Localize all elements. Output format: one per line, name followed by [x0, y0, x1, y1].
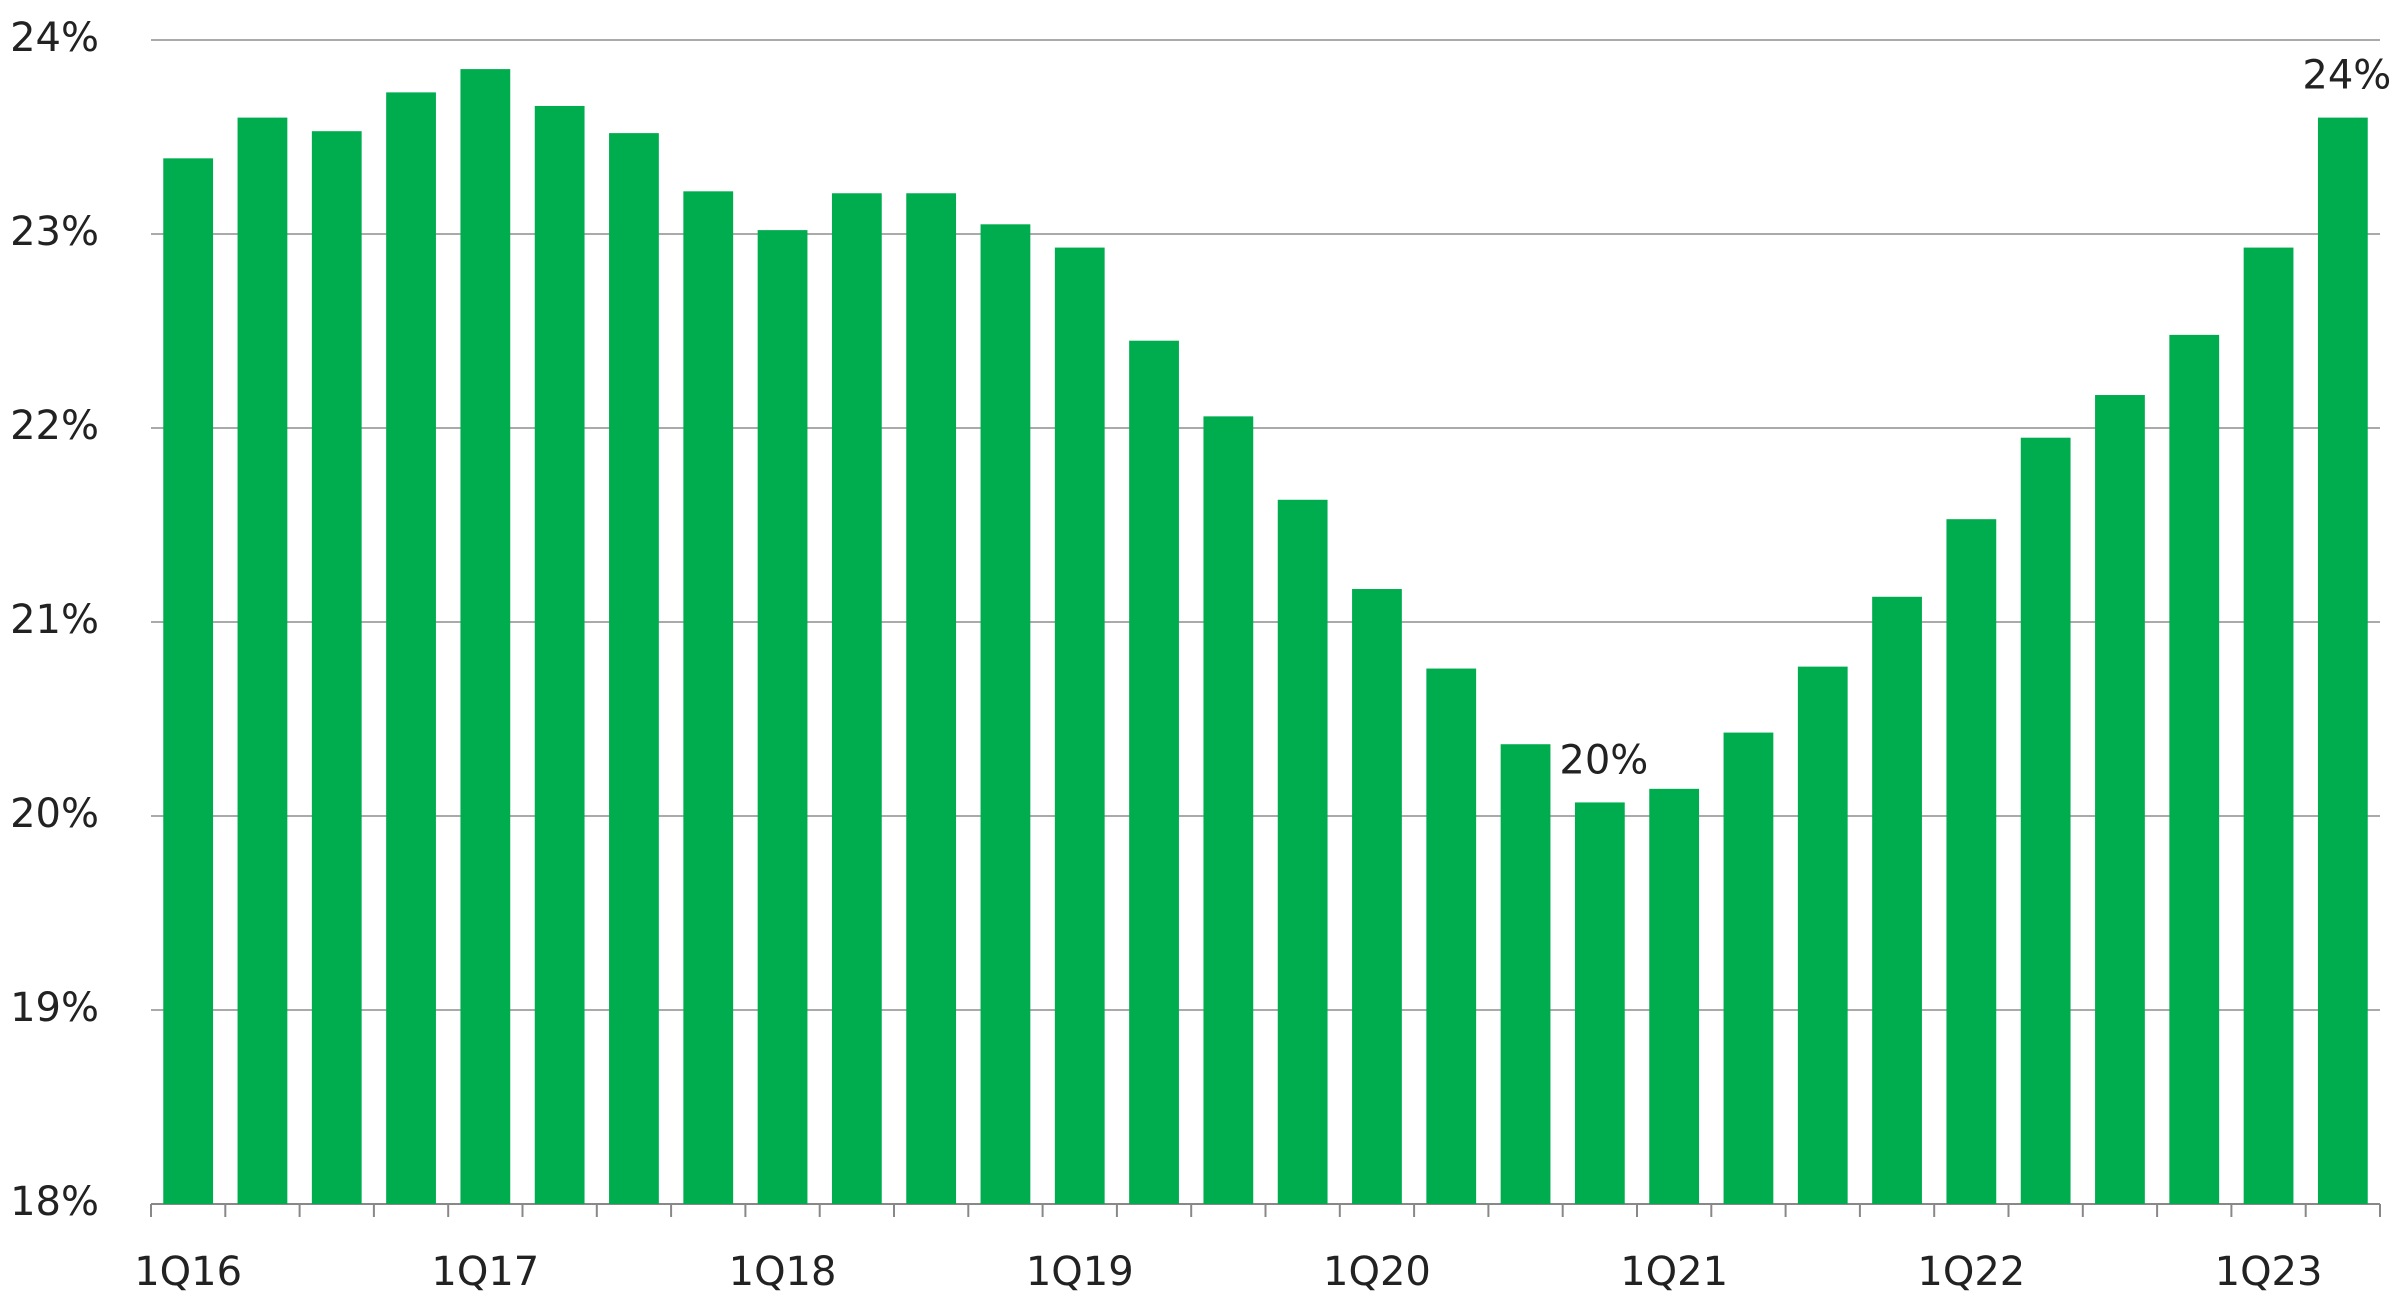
bar [1872, 596, 1922, 1204]
bar [683, 191, 734, 1204]
bar [2243, 247, 2294, 1204]
x-tick-label: 1Q16 [134, 1249, 242, 1295]
y-tick-label: 18% [10, 1179, 99, 1225]
bar [1352, 589, 1402, 1204]
x-tick-label: 1Q20 [1323, 1249, 1431, 1295]
bar [2020, 437, 2071, 1204]
y-tick-label: 19% [10, 985, 99, 1031]
bar [386, 92, 436, 1204]
data-label: 24% [2302, 53, 2391, 99]
bar [460, 69, 511, 1205]
x-tick-label: 1Q23 [2215, 1249, 2323, 1295]
y-tick-label: 24% [10, 15, 99, 61]
bar [1500, 744, 1551, 1204]
bar [757, 230, 808, 1204]
y-tick-label: 22% [10, 403, 99, 449]
bar [1797, 666, 1848, 1204]
bar [1203, 416, 1254, 1204]
bar [1426, 668, 1477, 1204]
x-tick-label: 1Q19 [1026, 1249, 1134, 1295]
x-tick-label: 1Q17 [431, 1249, 539, 1295]
bar [237, 117, 288, 1205]
bar [534, 105, 585, 1205]
y-tick-label: 20% [10, 791, 99, 837]
bar [1649, 788, 1700, 1204]
bar [163, 158, 214, 1205]
data-label: 20% [1559, 737, 1648, 783]
bar [1277, 499, 1328, 1204]
bar [609, 133, 659, 1204]
bar [1129, 340, 1179, 1204]
x-tick-label: 1Q18 [729, 1249, 837, 1295]
bar [1946, 519, 1997, 1204]
bar [980, 224, 1031, 1205]
bar [2169, 334, 2220, 1204]
bar [311, 131, 362, 1205]
y-tick-label: 23% [10, 209, 99, 255]
bar [831, 193, 882, 1204]
y-tick-label: 21% [10, 597, 99, 643]
bar [906, 193, 957, 1204]
bar [1054, 247, 1105, 1204]
bar [1574, 802, 1625, 1204]
x-tick-label: 1Q22 [1917, 1249, 2025, 1295]
x-tick-label: 1Q21 [1620, 1249, 1728, 1295]
bar [2095, 395, 2145, 1204]
bar [1723, 732, 1774, 1204]
bar [2317, 117, 2368, 1205]
